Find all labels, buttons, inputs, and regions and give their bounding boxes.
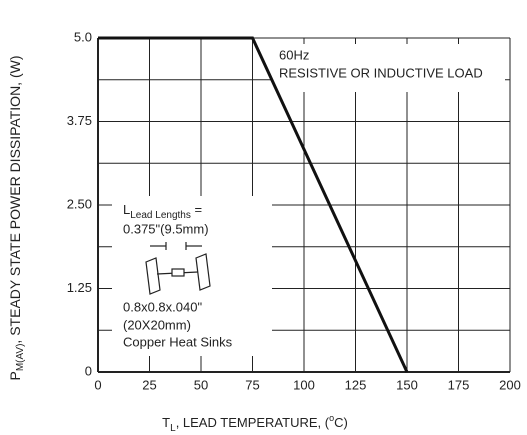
y-axis-label: P <box>7 371 23 380</box>
x-tick-label: 0 <box>94 377 101 392</box>
inset-text: 0.8x0.8x.040" <box>123 299 202 314</box>
x-axis-label: T <box>162 415 170 430</box>
y-tick-label: 2.50 <box>67 196 92 211</box>
y-axis-label: M(AV) <box>15 344 26 372</box>
inset-text: (20X20mm) <box>123 317 191 332</box>
annotation: RESISTIVE OR INDUCTIVE LOAD <box>279 65 483 80</box>
inset-text: = <box>191 202 202 217</box>
x-tick-label: 50 <box>194 377 208 392</box>
annotation: 60Hz <box>279 47 309 62</box>
inset-text: L <box>123 202 130 217</box>
x-tick-label: 175 <box>448 377 470 392</box>
x-axis-label: TL, LEAD TEMPERATURE, (oC) <box>162 413 348 433</box>
chart: 60Hz RESISTIVE OR INDUCTIVE LOAD LLead L… <box>0 0 527 435</box>
x-axis-label: C) <box>334 415 348 430</box>
x-tick-label: 75 <box>245 377 259 392</box>
y-tick-label: 3.75 <box>67 113 92 128</box>
x-axis-label: , LEAD TEMPERATURE, ( <box>176 415 330 430</box>
x-tick-label: 200 <box>499 377 521 392</box>
inset-text: 0.375"(9.5mm) <box>123 221 209 236</box>
inset-text: Lead Lengths <box>130 210 191 221</box>
inset-text: Copper Heat Sinks <box>123 334 233 349</box>
y-tick-label: 5.0 <box>74 29 92 44</box>
x-tick-label: 25 <box>142 377 156 392</box>
y-tick-label: 0 <box>85 363 92 378</box>
y-axis-label: , STEADY STATE POWER DISSIPATION, (W) <box>7 56 23 344</box>
y-tick-label: 1.25 <box>67 280 92 295</box>
x-tick-label: 125 <box>345 377 367 392</box>
x-tick-label: 150 <box>396 377 418 392</box>
y-axis-label: PM(AV), STEADY STATE POWER DISSIPATION, … <box>7 56 26 381</box>
x-tick-label: 100 <box>293 377 315 392</box>
